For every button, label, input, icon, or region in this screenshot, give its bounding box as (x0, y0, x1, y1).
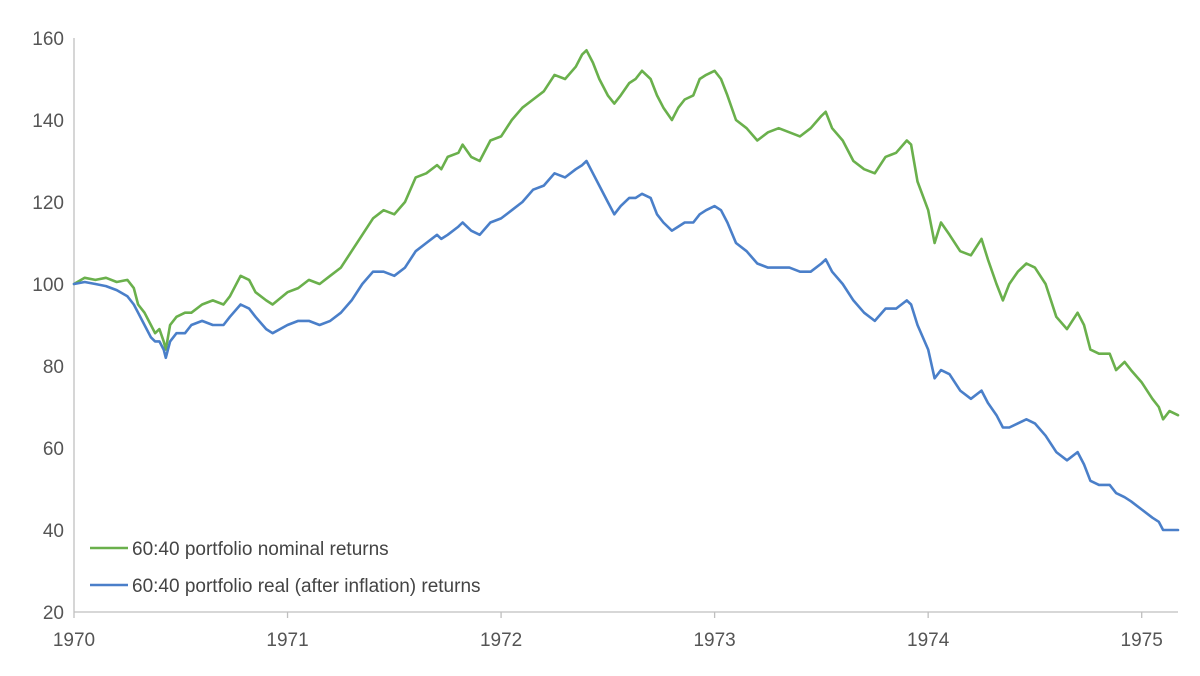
series-line-real (72, 159, 1180, 532)
y-tick-label: 160 (32, 29, 64, 50)
y-tick-label: 80 (43, 357, 64, 378)
x-tick-label: 1975 (1121, 630, 1163, 651)
x-tick-label: 1971 (266, 630, 308, 651)
x-tick-label: 1972 (480, 630, 522, 651)
series-lines (72, 49, 1180, 532)
y-tick-label: 100 (32, 275, 64, 296)
y-tick-label: 60 (43, 439, 64, 460)
y-tick-label: 120 (32, 193, 64, 214)
y-tick-label: 40 (43, 521, 64, 542)
y-axis-ticks: 20 40 60 80 100 120 140 160 (32, 29, 64, 624)
y-tick-label: 20 (43, 603, 64, 624)
x-tick-label: 1974 (907, 630, 950, 651)
axes (73, 38, 1178, 613)
x-tick-label: 1973 (693, 630, 735, 651)
x-tick-label: 1970 (53, 630, 95, 651)
legend-label-nominal: 60:40 portfolio nominal returns (132, 539, 389, 560)
legend-label-real: 60:40 portfolio real (after inflation) r… (132, 576, 481, 597)
legend: 60:40 portfolio nominal returns 60:40 por… (90, 539, 481, 597)
y-tick-label: 140 (32, 111, 64, 132)
x-axis-ticks: 1970 1971 1972 1973 1974 1975 (53, 612, 1163, 651)
series-line-nominal (72, 49, 1180, 421)
